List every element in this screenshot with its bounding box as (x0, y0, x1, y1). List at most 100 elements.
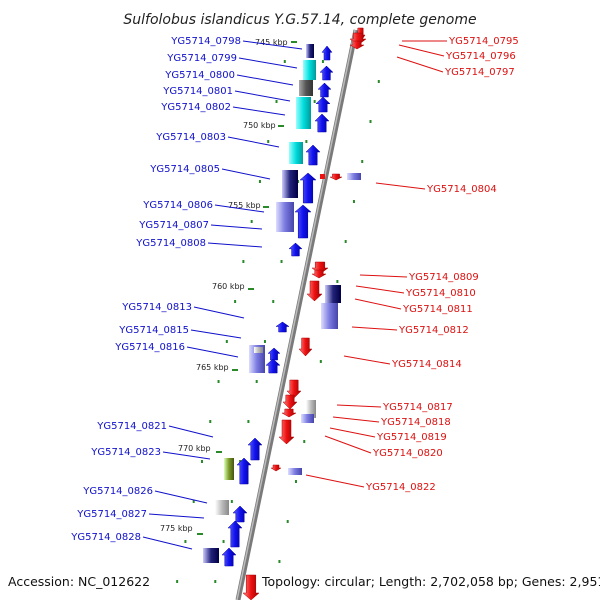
right-gene-label[interactable]: YG5714_0817 (382, 402, 453, 413)
forward-gene-arrow[interactable] (227, 520, 243, 548)
left-gene-label[interactable]: YG5714_0800 (164, 70, 235, 81)
reverse-gene-arrow[interactable] (282, 394, 298, 410)
reverse-gene-arrow[interactable] (278, 419, 295, 445)
feature-0800[interactable] (299, 80, 313, 96)
feature-0805[interactable] (282, 170, 298, 198)
tick-775kbp: 775 kbp (160, 524, 203, 535)
forward-gene-arrow[interactable] (232, 505, 248, 523)
tick-745kbp: 745 kbp (255, 38, 297, 47)
left-gene-label[interactable]: YG5714_0803 (155, 132, 226, 143)
genome-title: Sulfolobus islandicus Y.G.57.14, complet… (123, 12, 476, 28)
left-gene-label[interactable]: YG5714_0798 (170, 36, 241, 47)
left-gene-label[interactable]: YG5714_0799 (166, 53, 237, 64)
right-leader-line (359, 274, 408, 278)
feature-0799[interactable] (303, 60, 316, 80)
feature-0817[interactable] (306, 400, 316, 418)
right-gene-label[interactable]: YG5714_0812 (398, 325, 469, 336)
feature-0826[interactable] (215, 500, 229, 515)
left-gene-label[interactable]: YG5714_0815 (118, 325, 189, 336)
right-gene-label[interactable]: YG5714_0822 (365, 482, 436, 493)
forward-gene-arrow[interactable] (319, 65, 334, 81)
right-gene-label[interactable]: YG5714_0820 (372, 448, 443, 459)
left-gene-label[interactable]: YG5714_0813 (121, 302, 192, 313)
feature-0804[interactable] (347, 173, 361, 180)
forward-gene-arrow[interactable] (265, 358, 281, 374)
forward-gene-arrow[interactable] (247, 437, 263, 461)
feature-0818[interactable] (301, 414, 314, 423)
right-gene-label[interactable]: YG5714_0796 (445, 51, 516, 62)
right-gene-label[interactable]: YG5714_0818 (380, 417, 451, 428)
forward-gene-arrow[interactable] (315, 96, 331, 113)
reverse-gene-arrow[interactable] (286, 379, 302, 399)
right-gene-label[interactable]: YG5714_0795 (448, 36, 519, 47)
tick-770kbp: 770 kbp (178, 444, 222, 453)
forward-gene-arrow[interactable] (317, 82, 332, 98)
forward-gene-arrow[interactable] (299, 172, 317, 204)
left-leader-line (221, 168, 271, 180)
feature-0823[interactable] (224, 458, 234, 480)
topology-text: Topology: circular; Length: 2,702,058 bp… (261, 574, 600, 589)
reverse-gene-arrow[interactable] (298, 337, 313, 357)
feature-0828[interactable] (203, 548, 219, 563)
forward-gene-arrow[interactable] (288, 242, 303, 257)
right-gene-label[interactable]: YG5714_0804 (426, 184, 497, 195)
reverse-gene-arrow[interactable] (270, 464, 282, 472)
right-leader-line (351, 326, 398, 331)
reverse-gene-arrow[interactable] (349, 40, 365, 50)
reverse-gene-arrow[interactable] (242, 574, 260, 600)
svg-text:745 kbp: 745 kbp (255, 38, 288, 47)
left-leader-line (148, 513, 205, 519)
right-gene-label[interactable]: YG5714_0797 (444, 67, 515, 78)
left-gene-label[interactable]: YG5714_0807 (138, 220, 209, 231)
reverse-gene-arrow[interactable] (329, 173, 343, 181)
left-gene-label[interactable]: YG5714_0828 (70, 532, 141, 543)
right-gene-label[interactable]: YG5714_0809 (408, 272, 479, 283)
left-gene-label[interactable]: YG5714_0802 (160, 102, 231, 113)
left-gene-label[interactable]: YG5714_0823 (90, 447, 161, 458)
forward-gene-arrow[interactable] (267, 347, 281, 361)
forward-gene-arrow[interactable] (236, 457, 252, 485)
feature-0801[interactable] (296, 97, 311, 129)
left-gene-label[interactable]: YG5714_0801 (162, 86, 233, 97)
feature-0803[interactable] (289, 142, 303, 164)
left-gene-label[interactable]: YG5714_0816 (114, 342, 185, 353)
forward-gene-arrow[interactable] (314, 113, 330, 133)
left-leader-line (232, 106, 286, 116)
right-leader-line (375, 182, 426, 190)
forward-gene-arrow[interactable] (294, 204, 312, 239)
left-gene-label[interactable]: YG5714_0805 (149, 164, 220, 175)
svg-text:755 kbp: 755 kbp (228, 201, 261, 210)
feature-0806[interactable] (276, 202, 294, 232)
tick-765kbp: 765 kbp (196, 363, 238, 372)
left-gene-label[interactable]: YG5714_0806 (142, 200, 213, 211)
forward-gene-arrow[interactable] (221, 547, 237, 567)
feature-0810[interactable] (325, 285, 341, 303)
right-gene-label[interactable]: YG5714_0819 (376, 432, 447, 443)
reverse-gene-arrow[interactable] (311, 269, 327, 279)
right-leader-line (355, 285, 405, 294)
right-leader-line (396, 56, 444, 73)
right-gene-labels: YG5714_0795 YG5714_0796 YG5714_0797 YG5714_… (365, 36, 519, 493)
right-leader-line (336, 404, 382, 408)
left-gene-label[interactable]: YG5714_0826 (82, 486, 153, 497)
feature-0804-mark[interactable] (320, 174, 325, 179)
reverse-gene-arrow[interactable] (306, 280, 323, 302)
left-leader-line (207, 242, 263, 248)
feature-0798[interactable] (306, 44, 314, 58)
right-gene-label[interactable]: YG5714_0810 (405, 288, 476, 299)
feature-0822[interactable] (288, 468, 302, 475)
feature-0811[interactable] (321, 303, 338, 329)
right-gene-label[interactable]: YG5714_0814 (391, 359, 462, 370)
left-leader-line (186, 346, 239, 358)
left-gene-label[interactable]: YG5714_0821 (96, 421, 167, 432)
reverse-gene-arrow[interactable] (281, 408, 297, 418)
forward-gene-arrow[interactable] (305, 144, 321, 166)
left-gene-label[interactable]: YG5714_0827 (76, 509, 147, 520)
right-gene-label[interactable]: YG5714_0811 (402, 304, 473, 315)
feature-0816-part[interactable] (254, 347, 263, 353)
forward-gene-arrow[interactable] (321, 45, 333, 61)
svg-text:770 kbp: 770 kbp (178, 444, 211, 453)
forward-gene-arrow[interactable] (275, 321, 290, 333)
left-gene-label[interactable]: YG5714_0808 (135, 238, 206, 249)
genome-backbone (235, 29, 359, 600)
